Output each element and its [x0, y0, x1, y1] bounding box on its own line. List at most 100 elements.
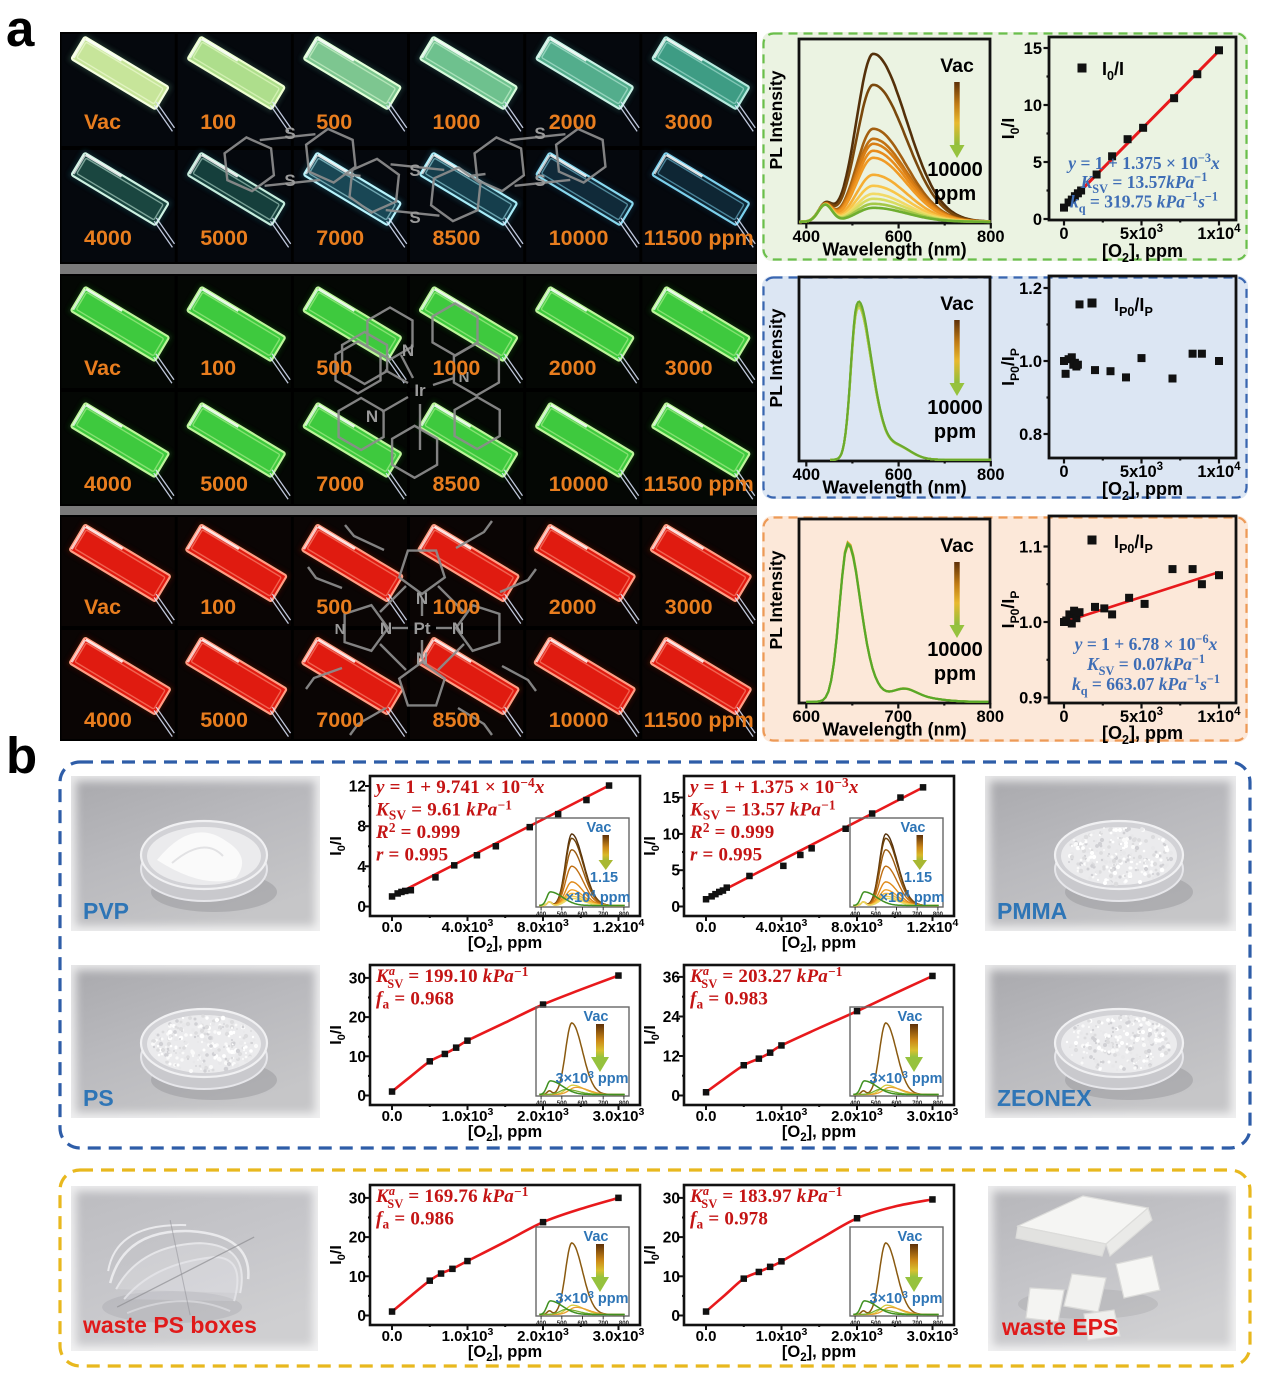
svg-text:×104​ ppm: ×104​ ppm — [566, 889, 631, 906]
svg-text:5: 5 — [1033, 154, 1042, 172]
svg-text:600: 600 — [885, 228, 913, 246]
svg-text:R2​ = 0.999: R2​ = 0.999 — [375, 820, 460, 843]
svg-text:500: 500 — [871, 912, 882, 918]
svg-text:2000: 2000 — [549, 595, 597, 619]
svg-text:S: S — [284, 171, 295, 190]
svg-text:1.15: 1.15 — [590, 870, 618, 886]
svg-text:IP0​/IP​: IP0​/IP​ — [1114, 532, 1153, 556]
svg-text:4000: 4000 — [84, 226, 132, 250]
svg-text:600: 600 — [577, 912, 588, 918]
svg-text:8.0x103​: 8.0x103​ — [517, 917, 569, 936]
svg-text:0.0: 0.0 — [696, 919, 717, 936]
svg-text:8: 8 — [357, 819, 366, 836]
svg-text:800: 800 — [933, 1101, 944, 1107]
svg-text:24: 24 — [663, 1009, 681, 1026]
svg-text:0: 0 — [671, 1308, 680, 1325]
svg-text:r = 0.995: r = 0.995 — [690, 845, 762, 866]
svg-text:Vac: Vac — [587, 820, 612, 836]
svg-text:600: 600 — [793, 708, 821, 726]
svg-text:Vac: Vac — [901, 820, 926, 836]
svg-text:N: N — [366, 407, 378, 426]
svg-text:500: 500 — [316, 356, 352, 380]
svg-text:PL Intensity: PL Intensity — [766, 308, 786, 407]
svg-text:600: 600 — [891, 1101, 902, 1107]
svg-text:[O2​], ppm: [O2​], ppm — [1102, 479, 1183, 503]
svg-text:400: 400 — [793, 466, 821, 484]
svg-text:5x103​: 5x103​ — [1120, 706, 1163, 726]
svg-text:30: 30 — [349, 970, 366, 987]
svg-text:S: S — [284, 124, 295, 143]
svg-text:500: 500 — [316, 595, 352, 619]
svg-text:0: 0 — [357, 1088, 366, 1105]
svg-text:500: 500 — [557, 1101, 568, 1107]
svg-text:N: N — [416, 649, 428, 668]
svg-text:400: 400 — [536, 1101, 547, 1107]
svg-text:1000: 1000 — [433, 110, 481, 134]
svg-text:100: 100 — [200, 356, 236, 380]
svg-text:1.2x104​: 1.2x104​ — [907, 917, 959, 936]
svg-text:8500: 8500 — [433, 708, 481, 732]
svg-text:8.0x103​: 8.0x103​ — [831, 917, 883, 936]
svg-text:I0​/I: I0​/I — [644, 1245, 662, 1265]
svg-text:S: S — [534, 124, 545, 143]
svg-text:[O2​], ppm: [O2​], ppm — [1102, 723, 1183, 747]
svg-text:waste EPS: waste EPS — [1001, 1314, 1118, 1340]
svg-text:ZEONEX: ZEONEX — [997, 1085, 1092, 1111]
svg-text:0: 0 — [671, 899, 680, 916]
svg-text:3.0x103​: 3.0x103​ — [593, 1106, 645, 1125]
svg-text:400: 400 — [536, 1321, 547, 1327]
svg-text:10000: 10000 — [927, 159, 983, 181]
svg-text:0.0: 0.0 — [382, 1108, 403, 1125]
svg-text:30: 30 — [663, 1190, 680, 1207]
svg-text:3×103​ ppm: 3×103​ ppm — [556, 1290, 629, 1307]
svg-text:20: 20 — [349, 1230, 366, 1247]
svg-text:waste PS boxes: waste PS boxes — [82, 1312, 257, 1338]
svg-text:KSV​ = 13.57 kPa−1​: KSV​ = 13.57 kPa−1​ — [689, 798, 836, 823]
svg-text:7000: 7000 — [316, 472, 364, 496]
svg-text:fa​ = 0.986: fa​ = 0.986 — [376, 1209, 454, 1232]
svg-text:600: 600 — [577, 1101, 588, 1107]
svg-text:y = 1 + 1.375 × 10−3​x: y = 1 + 1.375 × 10−3​x — [688, 775, 859, 798]
svg-text:4.0x103​: 4.0x103​ — [756, 917, 808, 936]
svg-text:10: 10 — [1024, 97, 1042, 115]
svg-text:×104​ ppm: ×104​ ppm — [880, 889, 945, 906]
svg-text:5000: 5000 — [200, 472, 248, 496]
svg-text:600: 600 — [885, 466, 913, 484]
svg-text:11500 ppm: 11500 ppm — [644, 472, 754, 496]
svg-text:ppm: ppm — [934, 663, 976, 685]
svg-text:0.8: 0.8 — [1019, 426, 1042, 444]
svg-text:[O2​], ppm: [O2​], ppm — [782, 1123, 856, 1144]
svg-text:4000: 4000 — [84, 472, 132, 496]
svg-text:[O2​], ppm: [O2​], ppm — [782, 1343, 856, 1364]
svg-text:KSV​ = 9.61 kPa−1​: KSV​ = 9.61 kPa−1​ — [375, 798, 512, 823]
svg-text:12: 12 — [663, 1049, 680, 1066]
svg-text:100: 100 — [200, 595, 236, 619]
svg-text:10000: 10000 — [549, 472, 609, 496]
svg-text:Vac: Vac — [898, 1229, 923, 1245]
svg-text:kq​ = 663.07 kPa−1​s−1​: kq​ = 663.07 kPa−1​s−1​ — [1072, 672, 1220, 698]
svg-text:S: S — [409, 208, 420, 227]
svg-text:fa​ = 0.978: fa​ = 0.978 — [690, 1209, 768, 1232]
svg-text:5x103​: 5x103​ — [1120, 461, 1163, 481]
svg-text:800: 800 — [933, 1321, 944, 1327]
svg-text:PL Intensity: PL Intensity — [766, 70, 786, 169]
svg-text:y = 1 + 1.375 × 10−3​x: y = 1 + 1.375 × 10−3​x — [1066, 151, 1220, 173]
svg-text:10: 10 — [349, 1049, 366, 1066]
svg-text:r = 0.995: r = 0.995 — [376, 845, 448, 866]
svg-text:3.0x103​: 3.0x103​ — [907, 1326, 959, 1345]
svg-text:fa​ = 0.983: fa​ = 0.983 — [690, 989, 768, 1012]
svg-text:S: S — [534, 171, 545, 190]
svg-text:1.2: 1.2 — [1019, 280, 1042, 298]
svg-text:1.0x103​: 1.0x103​ — [442, 1106, 494, 1125]
svg-text:I0​/I: I0​/I — [1102, 59, 1124, 83]
svg-text:3×103​ ppm: 3×103​ ppm — [870, 1070, 943, 1087]
svg-text:I0​/I: I0​/I — [644, 836, 662, 856]
svg-text:500: 500 — [871, 1321, 882, 1327]
svg-text:N: N — [402, 341, 414, 360]
svg-text:fa​ = 0.968: fa​ = 0.968 — [376, 989, 454, 1012]
svg-text:PVP: PVP — [83, 898, 129, 924]
svg-text:2.0x103​: 2.0x103​ — [831, 1106, 883, 1125]
svg-text:3000: 3000 — [665, 595, 713, 619]
svg-text:800: 800 — [619, 1101, 630, 1107]
svg-text:1.1: 1.1 — [1019, 539, 1042, 557]
